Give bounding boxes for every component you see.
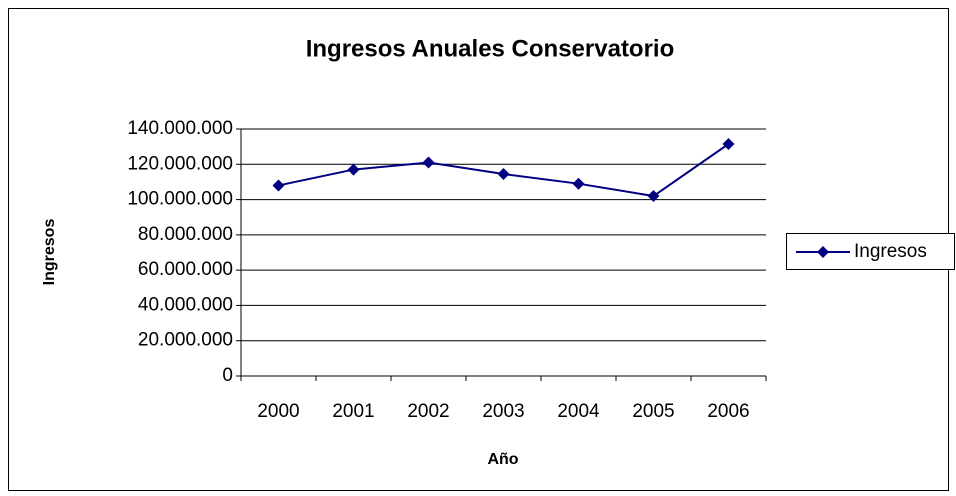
y-tick-label: 20.000.000 — [138, 330, 233, 351]
marker — [647, 190, 660, 203]
y-tick-label: 120.000.000 — [127, 153, 233, 174]
legend-label: Ingresos — [854, 241, 927, 262]
x-tick-label: 2000 — [257, 401, 299, 422]
marker — [497, 167, 510, 180]
marker — [272, 179, 285, 192]
y-tick-label: 0 — [222, 365, 233, 386]
x-tick-label: 2003 — [482, 401, 524, 422]
x-tick-label: 2001 — [332, 401, 374, 422]
legend-marker — [817, 246, 829, 258]
marker — [722, 137, 735, 150]
x-axis-title: Año — [487, 451, 518, 468]
x-tick-label: 2004 — [557, 401, 600, 422]
marker — [347, 163, 360, 176]
x-tick-label: 2006 — [707, 401, 749, 422]
y-tick-label: 80.000.000 — [138, 224, 233, 245]
x-tick-label: 2005 — [632, 401, 674, 422]
marker — [572, 177, 585, 190]
x-tick-label: 2002 — [407, 401, 449, 422]
y-axis-title: Ingresos — [41, 219, 58, 286]
y-tick-label: 60.000.000 — [138, 259, 233, 280]
y-tick-label: 100.000.000 — [127, 189, 233, 210]
marker — [422, 156, 435, 169]
y-tick-label: 40.000.000 — [138, 294, 233, 315]
y-tick-label: 140.000.000 — [127, 118, 233, 139]
chart-title: Ingresos Anuales Conservatorio — [306, 35, 675, 62]
